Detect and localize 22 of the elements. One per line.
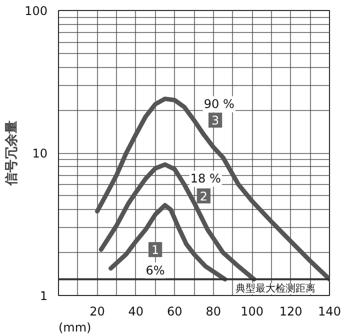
- x-tick-label: 100: [240, 304, 264, 318]
- annotation: 3: [211, 114, 220, 128]
- line-series: [98, 162, 256, 282]
- x-axis-title: (mm): [58, 320, 92, 334]
- annotation: 2: [200, 189, 208, 204]
- x-tick-label: 120: [279, 304, 302, 318]
- x-tick-label: 140: [318, 304, 341, 318]
- y-tick-label: 10: [32, 146, 48, 160]
- ref-line-label: 典型最大检测距离: [236, 282, 316, 294]
- line-series: [94, 96, 330, 282]
- x-tick-label: 40: [128, 304, 144, 318]
- x-tick-label: 20: [90, 304, 105, 318]
- line-series: [108, 202, 228, 282]
- annotation: 6%: [146, 263, 165, 278]
- x-tick-label: 80: [206, 304, 222, 318]
- annotation: 18 %: [190, 172, 221, 186]
- x-tick-label: 60: [167, 304, 182, 318]
- y-tick-label: 100: [24, 4, 48, 18]
- annotation: 1: [151, 243, 160, 258]
- y-tick-label: 1: [40, 289, 48, 303]
- y-axis-title: 信号冗余量: [4, 120, 20, 186]
- annotation: 90 %: [204, 97, 234, 112]
